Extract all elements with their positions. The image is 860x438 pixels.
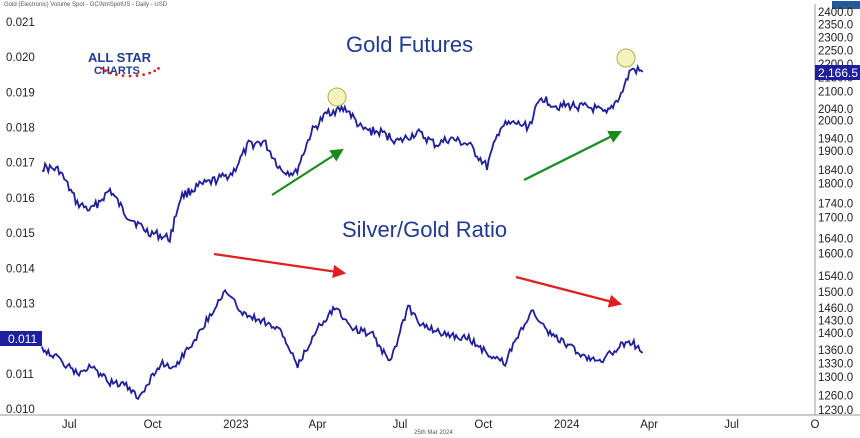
x-tick-label: Jul xyxy=(724,419,739,431)
right-tick-label: 1330.0 xyxy=(818,358,853,370)
right-tick-label: 1700.0 xyxy=(818,212,853,224)
gold-futures-title: Gold Futures xyxy=(346,32,473,57)
right-tick-label: 1840.0 xyxy=(818,165,853,177)
x-tick-label: Jul xyxy=(393,419,408,431)
right-tick-label: 1400.0 xyxy=(818,328,853,340)
right-tick-label: 1540.0 xyxy=(818,271,853,283)
right-tick-label: 2300.0 xyxy=(818,32,853,44)
right-tick-label: 1800.0 xyxy=(818,178,853,190)
x-tick-label: Oct xyxy=(474,419,493,431)
right-tick-label: 1600.0 xyxy=(818,248,853,260)
up-arrow-2 xyxy=(523,131,622,181)
logo-line2: CHARTS xyxy=(94,65,140,77)
x-tick-label: 2023 xyxy=(223,419,249,431)
x-tick-label: Jul xyxy=(62,419,77,431)
x-tick-label: 2024 xyxy=(554,419,580,431)
left-tick-label: 0.015 xyxy=(6,228,35,240)
left-tick-label: 0.020 xyxy=(6,52,35,64)
ratio-last-value: 0.011 xyxy=(0,331,42,346)
left-y-axis: 0.021 0.020 0.019 0.018 0.017 0.016 0.015 0.014… xyxy=(6,17,35,416)
right-tick-label: 2350.0 xyxy=(818,20,853,32)
logo-star-dot xyxy=(153,69,157,73)
right-tick-label: 2250.0 xyxy=(818,45,853,57)
gold-last-value-text: 2,166.5 xyxy=(818,66,858,80)
left-tick-label: 0.013 xyxy=(6,298,35,310)
right-tick-label: 2000.0 xyxy=(818,116,853,128)
logo-star-dot xyxy=(148,71,152,75)
logo-star-dot xyxy=(142,73,146,77)
silver-gold-ratio-title: Silver/Gold Ratio xyxy=(342,217,507,242)
right-tick-label: 1460.0 xyxy=(818,303,853,315)
provider-badge: Optuma xyxy=(832,1,860,10)
right-tick-label: 1900.0 xyxy=(818,146,853,158)
x-tick-label: O xyxy=(811,419,820,431)
logo-star-dot xyxy=(121,74,125,78)
left-tick-label: 0.016 xyxy=(6,193,35,205)
ratio-last-value-box xyxy=(0,331,42,346)
left-tick-label: 0.017 xyxy=(6,158,35,170)
all-star-charts-logo: ALL STAR CHARTS xyxy=(88,50,160,78)
logo-line1: ALL STAR xyxy=(88,50,152,65)
right-tick-label: 1260.0 xyxy=(818,391,853,403)
peak-highlight-1 xyxy=(327,87,347,107)
logo-star-dot xyxy=(100,66,103,70)
right-tick-label: 1360.0 xyxy=(818,345,853,357)
logo-star-dot xyxy=(135,74,139,78)
left-tick-label: 0.019 xyxy=(6,87,35,99)
down-arrow-2 xyxy=(515,275,623,308)
ratio-last-value-text: 0.011 xyxy=(8,332,37,346)
gold-last-value-box xyxy=(815,65,860,80)
gold-futures-line xyxy=(41,64,644,244)
logo-star-dot xyxy=(114,73,118,77)
left-tick-label: 0.014 xyxy=(6,263,35,275)
x-tick-label: Apr xyxy=(640,419,658,431)
left-tick-label: 0.010 xyxy=(6,404,35,416)
right-tick-label: 1430.0 xyxy=(818,315,853,327)
logo-star-dot xyxy=(108,71,112,75)
provider-mark xyxy=(832,1,860,9)
up-arrow-1 xyxy=(271,148,344,196)
right-tick-label: 1740.0 xyxy=(818,198,853,210)
down-arrow-1 xyxy=(213,252,347,278)
provider-text: Optuma xyxy=(836,4,858,10)
right-tick-label: 1300.0 xyxy=(818,372,853,384)
right-tick-label: 1940.0 xyxy=(818,134,853,146)
right-tick-label: 1640.0 xyxy=(818,234,853,246)
left-tick-label: 0.018 xyxy=(6,123,35,135)
x-axis: Jul Oct 2023 Apr Jul Oct 2024 Apr Jul O xyxy=(0,414,860,431)
x-tick-label: Oct xyxy=(144,419,163,431)
right-tick-label: 2040.0 xyxy=(818,104,853,116)
left-tick-label: 0.011 xyxy=(6,369,34,381)
silver-gold-ratio-line xyxy=(41,288,644,401)
footer-date: 25th Mar 2024 xyxy=(414,430,453,436)
logo-stars xyxy=(100,66,160,78)
right-y-axis: 2400.02350.02300.02250.02200.02150.02100… xyxy=(814,4,853,417)
peak-highlight-2 xyxy=(616,48,636,68)
x-tick-label: Apr xyxy=(309,419,327,431)
gold-last-value: 2,166.5 xyxy=(815,65,860,80)
right-tick-label: 2400.0 xyxy=(818,7,853,19)
right-tick-label: 1230.0 xyxy=(818,405,853,417)
left-tick-label: 0.021 xyxy=(6,17,35,29)
logo-star-dot xyxy=(157,66,160,70)
right-tick-label: 2100.0 xyxy=(818,87,853,99)
right-tick-label: 1500.0 xyxy=(818,287,853,299)
symbol-line: Gold (Electronic) Volume Spot - GC\NmSpo… xyxy=(4,2,168,8)
logo-star-dot xyxy=(128,74,132,78)
logo-star-dot xyxy=(103,69,107,73)
